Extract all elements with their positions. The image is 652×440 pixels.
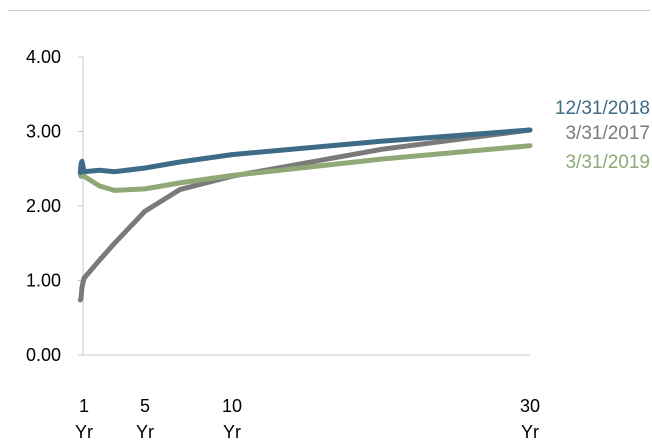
series-line-12-31-2018 (77, 127, 533, 175)
y-tick-label: 1.00 (26, 271, 61, 291)
x-tick-label: 30 Yr (520, 396, 540, 440)
x-tick-label: 5 Yr (136, 396, 154, 440)
y-tick-label: 0.00 (26, 345, 61, 365)
series-line-3-31-2019 (77, 143, 533, 193)
series-labels: 12/31/2018 3/31/2017 3/31/2019 (555, 98, 650, 173)
y-tick-label: 4.00 (26, 47, 61, 67)
series-label: 3/31/2019 (565, 152, 650, 173)
series-line-3-31-2017 (77, 127, 533, 303)
series-lines (77, 127, 533, 303)
y-tick-label: 3.00 (26, 122, 61, 142)
axes: 0.00 1.00 2.00 3.00 4.00 1 Yr 5 Yr 10 Yr 30 Yr (26, 47, 540, 440)
y-tick-label: 2.00 (26, 196, 61, 216)
series-label: 12/31/2018 (555, 98, 650, 119)
x-tick-label: 10 Yr (222, 396, 242, 440)
top-divider (8, 10, 650, 11)
x-tick-label: 1 Yr (75, 396, 93, 440)
series-label: 3/31/2017 (565, 123, 650, 144)
